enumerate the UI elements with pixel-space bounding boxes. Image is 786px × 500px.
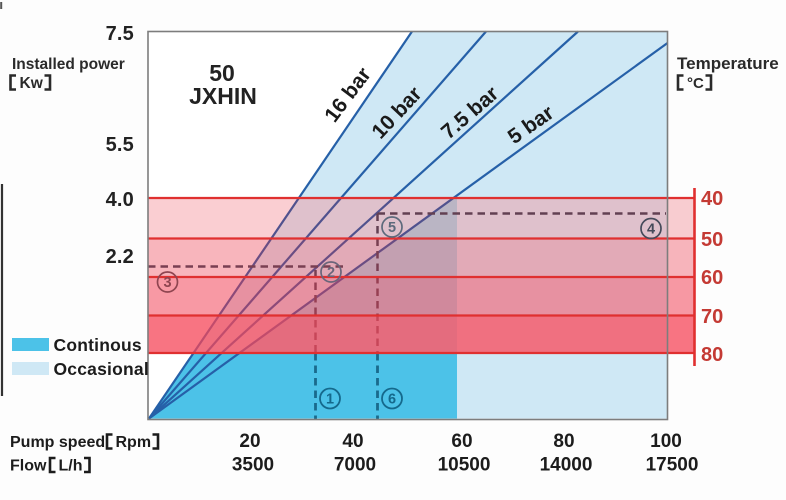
- svg-text:4.0: 4.0: [106, 189, 134, 211]
- svg-text:Kw: Kw: [20, 75, 44, 92]
- svg-text:7000: 7000: [334, 455, 376, 476]
- svg-text:3500: 3500: [232, 455, 274, 476]
- svg-text:3: 3: [163, 275, 171, 291]
- svg-text:2: 2: [327, 265, 335, 281]
- svg-text:5: 5: [388, 220, 396, 236]
- svg-text:5.5: 5.5: [106, 134, 134, 156]
- svg-text:Occasional: Occasional: [54, 359, 149, 379]
- svg-text:Installed power: Installed power: [12, 56, 125, 73]
- svg-text:40: 40: [342, 431, 363, 452]
- svg-text:6: 6: [388, 392, 396, 408]
- svg-text:Temperature: Temperature: [677, 54, 779, 73]
- svg-text:100: 100: [650, 431, 682, 452]
- svg-text:14000: 14000: [540, 455, 593, 476]
- svg-text:4: 4: [647, 222, 655, 238]
- svg-text:80: 80: [701, 344, 723, 366]
- svg-text:17500: 17500: [646, 455, 699, 476]
- svg-text:2.2: 2.2: [106, 246, 134, 268]
- svg-text:1: 1: [326, 392, 334, 408]
- svg-text:10500: 10500: [438, 455, 491, 476]
- svg-text:7.5: 7.5: [106, 23, 134, 45]
- svg-text:Continous: Continous: [54, 335, 142, 355]
- svg-text:20: 20: [239, 431, 260, 452]
- svg-text:50: 50: [701, 229, 723, 251]
- svg-text:L/h: L/h: [59, 458, 83, 475]
- svg-text:°C: °C: [687, 75, 704, 92]
- svg-text:JXHIN: JXHIN: [189, 83, 257, 109]
- svg-text:50: 50: [209, 60, 235, 86]
- svg-text:60: 60: [701, 267, 723, 289]
- svg-text:80: 80: [553, 431, 574, 452]
- svg-text:60: 60: [451, 431, 472, 452]
- svg-text:Flow: Flow: [10, 458, 47, 475]
- svg-text:Rpm: Rpm: [116, 434, 152, 451]
- svg-text:40: 40: [701, 188, 723, 210]
- svg-text:Pump speed: Pump speed: [10, 434, 105, 451]
- svg-text:70: 70: [701, 306, 723, 328]
